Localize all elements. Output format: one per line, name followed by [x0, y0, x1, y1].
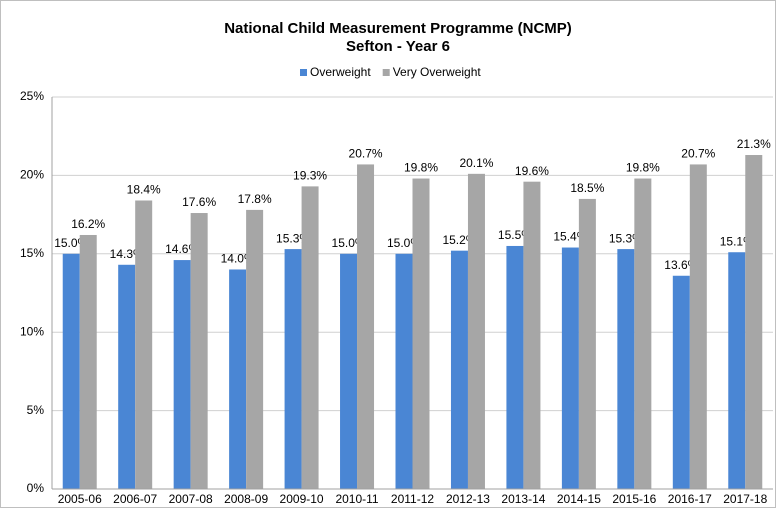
x-tick-label: 2011-12 — [391, 492, 434, 506]
legend-swatch — [382, 69, 390, 76]
bar — [395, 253, 413, 489]
legend-label: Overweight — [310, 65, 371, 79]
legend-swatch — [300, 69, 307, 76]
value-label: 19.6% — [515, 164, 549, 178]
bar — [745, 155, 763, 490]
x-tick-label: 2014-15 — [557, 492, 601, 506]
x-tick-label: 2006-07 — [113, 492, 157, 506]
bar — [523, 181, 541, 489]
chart-title: National Child Measurement Programme (NC… — [224, 20, 572, 37]
chart-subtitle: Sefton - Year 6 — [346, 38, 450, 55]
y-tick-label: 20% — [20, 168, 44, 182]
x-tick-label: 2007-08 — [169, 492, 213, 506]
y-tick-label: 5% — [27, 403, 45, 417]
x-tick-label: 2015-16 — [612, 492, 656, 506]
value-label: 17.8% — [238, 192, 272, 206]
bar — [506, 245, 524, 489]
bar — [450, 250, 468, 489]
bar — [728, 252, 746, 489]
value-label: 19.8% — [404, 161, 438, 175]
y-tick-label: 0% — [27, 481, 45, 495]
bar — [284, 249, 302, 489]
bar — [578, 198, 596, 490]
bar — [118, 264, 136, 489]
bar — [246, 209, 264, 489]
y-tick-label: 10% — [20, 324, 44, 338]
bar — [62, 253, 80, 489]
bar — [467, 173, 485, 489]
bar — [190, 213, 208, 490]
value-label: 19.8% — [626, 161, 660, 175]
bar — [229, 269, 247, 489]
bar — [689, 164, 707, 489]
bar — [412, 178, 430, 489]
x-tick-label: 2013-14 — [501, 492, 545, 506]
value-label: 21.3% — [737, 137, 771, 151]
bar — [340, 253, 358, 489]
y-tick-label: 15% — [20, 246, 44, 260]
bar — [357, 164, 375, 489]
value-label: 18.5% — [570, 181, 604, 195]
x-tick-label: 2016-17 — [668, 492, 712, 506]
bar — [672, 275, 690, 489]
bar — [135, 200, 153, 489]
bar — [617, 249, 635, 489]
bar — [301, 186, 319, 489]
bar — [561, 247, 579, 489]
bar — [634, 178, 652, 489]
x-tick-label: 2005-06 — [58, 492, 102, 506]
y-tick-label: 25% — [20, 89, 44, 103]
x-tick-label: 2017-18 — [723, 492, 767, 506]
value-label: 16.2% — [71, 217, 105, 231]
value-label: 18.4% — [127, 183, 161, 197]
x-tick-label: 2012-13 — [446, 492, 490, 506]
x-tick-label: 2009-10 — [280, 492, 324, 506]
bar — [79, 234, 97, 489]
legend-label: Very Overweight — [393, 65, 482, 79]
value-label: 20.7% — [349, 147, 383, 161]
value-label: 20.1% — [459, 156, 493, 170]
bar — [173, 260, 191, 489]
x-tick-label: 2010-11 — [335, 492, 378, 506]
value-label: 20.7% — [681, 147, 715, 161]
value-label: 17.6% — [182, 195, 216, 209]
value-label: 19.3% — [293, 169, 327, 183]
x-tick-label: 2008-09 — [224, 492, 268, 506]
